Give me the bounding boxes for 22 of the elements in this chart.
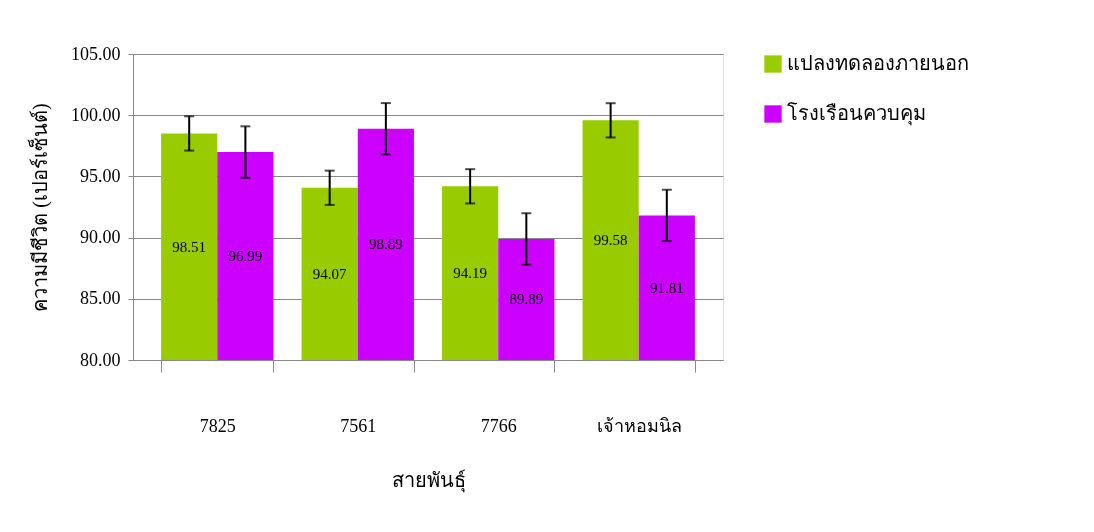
data-label: 96.99 bbox=[228, 248, 263, 265]
data-label: 94.19 bbox=[453, 265, 488, 282]
data-label: 89.89 bbox=[509, 291, 544, 308]
data-label: 98.51 bbox=[172, 238, 207, 255]
y-tick-label: 80.00 bbox=[80, 349, 121, 370]
data-label: 98.89 bbox=[368, 236, 403, 253]
y-tick-label: 85.00 bbox=[80, 288, 121, 309]
legend-label: โรงเรือนควบคุม bbox=[787, 102, 926, 126]
x-tick-label: 7561 bbox=[340, 415, 377, 436]
legend-label: แปลงทดลองภายนอก bbox=[787, 52, 969, 74]
x-tick-label: 7766 bbox=[480, 415, 517, 436]
data-label: 99.58 bbox=[593, 232, 628, 249]
x-tick-label: เจ้าหอมนิล bbox=[596, 415, 682, 436]
y-tick-label: 95.00 bbox=[80, 165, 121, 186]
y-tick-label: 90.00 bbox=[80, 227, 121, 248]
y-tick-label: 100.00 bbox=[71, 104, 121, 125]
data-label: 94.07 bbox=[312, 265, 348, 282]
y-tick-label: 105.00 bbox=[71, 43, 121, 64]
x-axis-title: สายพันธุ์ bbox=[391, 468, 466, 493]
x-tick-label: 7825 bbox=[199, 415, 236, 436]
y-axis-title: ความมีชีวิต (เปอร์เซ็นต์) bbox=[27, 103, 52, 312]
data-label: 91.81 bbox=[649, 279, 684, 296]
